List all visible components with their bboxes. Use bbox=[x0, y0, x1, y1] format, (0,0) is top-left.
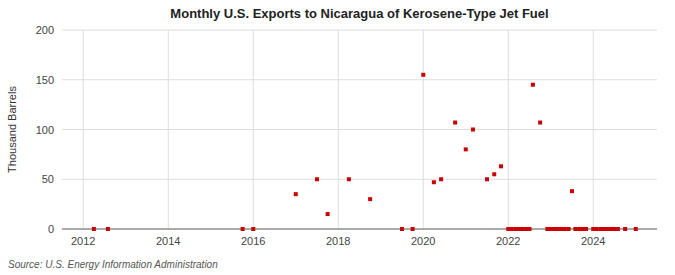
x-tick-label: 2024 bbox=[581, 235, 605, 247]
point bbox=[573, 227, 577, 231]
y-tick-label: 100 bbox=[36, 124, 54, 136]
point bbox=[570, 189, 574, 193]
point bbox=[595, 227, 599, 231]
point bbox=[499, 164, 503, 168]
grid bbox=[62, 30, 657, 229]
point bbox=[432, 180, 436, 184]
point bbox=[368, 197, 372, 201]
point bbox=[567, 227, 571, 231]
y-grid-line bbox=[62, 79, 657, 80]
point bbox=[616, 227, 620, 231]
x-grid-line bbox=[338, 30, 339, 229]
point bbox=[92, 227, 96, 231]
x-tick-label: 2022 bbox=[496, 235, 520, 247]
point bbox=[411, 227, 415, 231]
point bbox=[315, 177, 319, 181]
point bbox=[347, 177, 351, 181]
x-tick-label: 2016 bbox=[241, 235, 265, 247]
point bbox=[634, 227, 638, 231]
point bbox=[605, 227, 609, 231]
point bbox=[241, 227, 245, 231]
y-tick-label: 150 bbox=[36, 74, 54, 86]
point bbox=[531, 83, 535, 87]
point bbox=[492, 172, 496, 176]
x-tick-label: 2012 bbox=[71, 235, 95, 247]
y-tick-label: 50 bbox=[42, 173, 54, 185]
y-grid-line bbox=[62, 179, 657, 180]
point bbox=[552, 227, 556, 231]
point bbox=[563, 227, 567, 231]
point bbox=[294, 192, 298, 196]
x-tick-label: 2020 bbox=[411, 235, 435, 247]
y-tick-label: 200 bbox=[36, 24, 54, 36]
point bbox=[623, 227, 627, 231]
y-tick-label: 0 bbox=[48, 223, 54, 235]
point bbox=[421, 73, 425, 77]
x-tick-label: 2014 bbox=[156, 235, 180, 247]
x-grid-line bbox=[508, 30, 509, 229]
chart: 0 50 100 150 200 2012 2014 2016 2018 2020 2022 2024… bbox=[0, 0, 675, 275]
x-grid-line bbox=[168, 30, 169, 229]
point bbox=[538, 121, 542, 125]
y-axis-label: Thousand Barrels bbox=[6, 86, 18, 173]
point bbox=[251, 227, 255, 231]
x-grid-line bbox=[423, 30, 424, 229]
point bbox=[400, 227, 404, 231]
point bbox=[584, 227, 588, 231]
source-note: Source: U.S. Energy Information Administ… bbox=[8, 259, 218, 270]
x-tick-label: 2018 bbox=[326, 235, 350, 247]
point bbox=[510, 227, 514, 231]
point bbox=[106, 227, 110, 231]
point bbox=[326, 212, 330, 216]
y-grid-line bbox=[62, 129, 657, 130]
point bbox=[485, 177, 489, 181]
point bbox=[528, 227, 532, 231]
x-grid-line bbox=[593, 30, 594, 229]
y-grid-line bbox=[62, 30, 657, 31]
x-grid-line bbox=[253, 30, 254, 229]
point bbox=[464, 147, 468, 151]
point bbox=[520, 227, 524, 231]
point bbox=[471, 128, 475, 132]
point bbox=[453, 121, 457, 125]
tick-labels: 0 50 100 150 200 2012 2014 2016 2018 2020 2022 2024 bbox=[36, 24, 606, 247]
point bbox=[439, 177, 443, 181]
title: Monthly U.S. Exports to Nicaragua of Ker… bbox=[170, 6, 548, 21]
x-grid-line bbox=[83, 30, 84, 229]
points bbox=[92, 73, 638, 231]
